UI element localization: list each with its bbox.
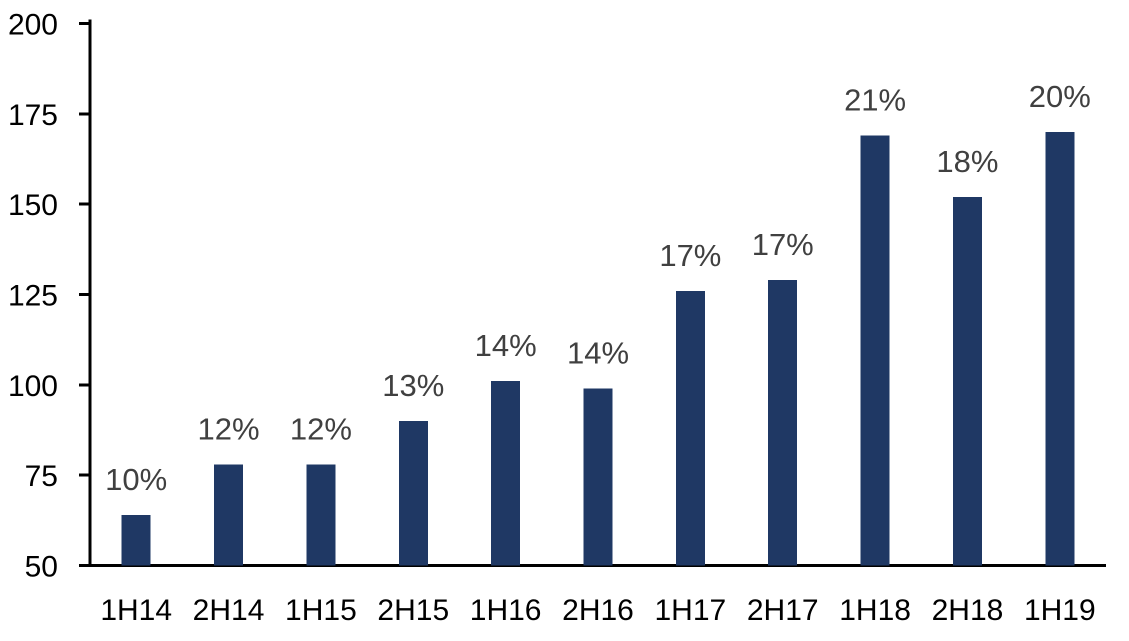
bar-2H14: [214, 464, 244, 566]
bar-value-label-2H18: 18%: [936, 144, 998, 179]
x-axis-category-label-1H16: 1H16: [470, 594, 542, 627]
y-axis-tick-label: 150: [8, 189, 58, 222]
bar-value-label-1H19: 20%: [1029, 79, 1091, 114]
bar-2H17: [768, 280, 798, 566]
x-axis-category-label-2H17: 2H17: [747, 594, 819, 627]
x-axis-category-label-2H15: 2H15: [377, 594, 449, 627]
bar-1H14: [121, 514, 151, 566]
bar-value-label-2H17: 17%: [752, 227, 814, 262]
bar-1H15: [306, 464, 336, 566]
x-axis-category-label-1H19: 1H19: [1024, 594, 1096, 627]
bar-value-label-1H16: 14%: [475, 328, 537, 363]
bar-value-label-1H17: 17%: [659, 238, 721, 273]
x-axis-category-label-2H14: 2H14: [193, 594, 265, 627]
bar-2H16: [583, 388, 613, 566]
x-axis-category-label-1H17: 1H17: [655, 594, 727, 627]
bar-value-label-2H14: 12%: [198, 411, 260, 446]
bar-value-label-1H15: 12%: [290, 411, 352, 446]
bar-value-label-2H16: 14%: [567, 335, 629, 370]
y-axis-tick-label: 175: [8, 99, 58, 132]
y-axis-tick-label: 125: [8, 280, 58, 313]
bar-2H15: [398, 420, 428, 566]
y-axis-tick-label: 100: [8, 370, 58, 403]
bar-2H18: [952, 196, 982, 566]
x-axis-category-label-2H18: 2H18: [932, 594, 1004, 627]
y-axis-tick-label: 75: [25, 460, 58, 493]
bar-value-label-1H18: 21%: [844, 83, 906, 118]
bar-1H19: [1045, 131, 1075, 566]
bar-value-label-2H15: 13%: [382, 368, 444, 403]
y-axis-tick-label: 200: [8, 9, 58, 42]
bar-1H18: [860, 135, 890, 566]
x-axis-category-label-1H18: 1H18: [839, 594, 911, 627]
x-axis-category-label-2H16: 2H16: [562, 594, 634, 627]
x-axis-category-label-1H14: 1H14: [100, 594, 172, 627]
bar-1H16: [491, 381, 521, 566]
y-axis-tick-label: 50: [25, 551, 58, 584]
x-axis-category-label-1H15: 1H15: [285, 594, 357, 627]
bar-1H17: [675, 290, 705, 566]
bar-value-label-1H14: 10%: [105, 462, 167, 497]
